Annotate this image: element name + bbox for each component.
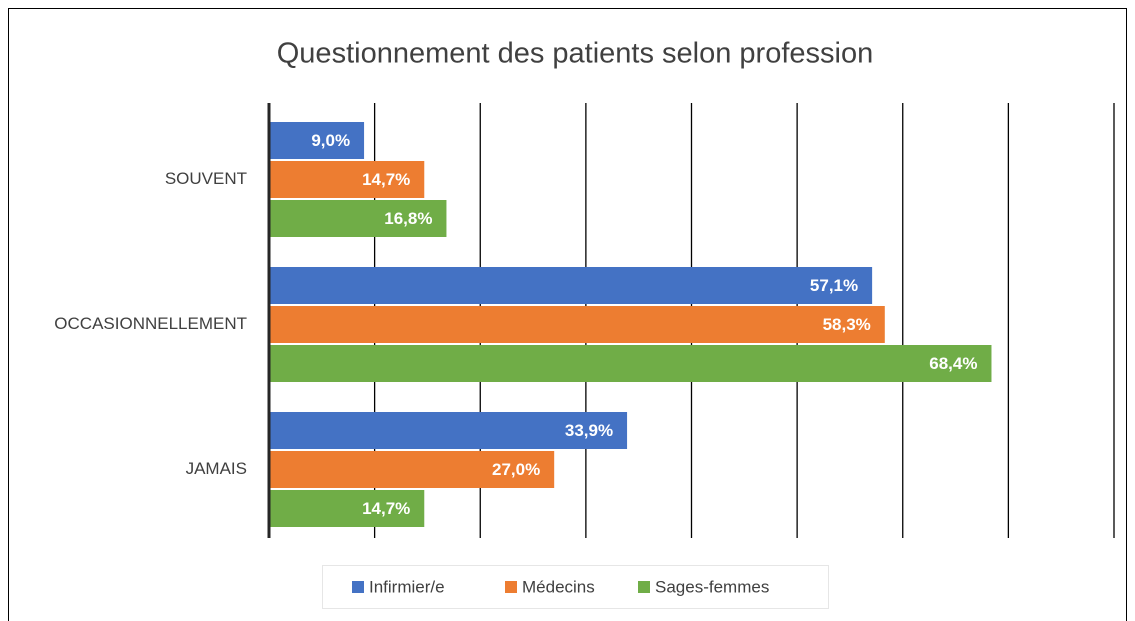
legend-label: Médecins: [522, 577, 595, 596]
bar: [269, 451, 555, 488]
value-label: 68,4%: [929, 354, 977, 373]
y-tick-label: OCCASIONNELLEMENT: [54, 314, 247, 333]
value-label: 16,8%: [384, 209, 432, 228]
legend-label: Sages-femmes: [655, 577, 769, 596]
value-label: 9,0%: [311, 131, 350, 150]
legend-label: Infirmier/e: [369, 577, 445, 596]
value-label: 58,3%: [823, 315, 871, 334]
y-tick-label: SOUVENT: [165, 169, 247, 188]
bar: [269, 122, 365, 159]
bar: [269, 200, 447, 237]
value-label: 14,7%: [362, 499, 410, 518]
value-label: 14,7%: [362, 170, 410, 189]
bar: [269, 306, 885, 343]
bar: [269, 267, 873, 304]
value-label: 33,9%: [565, 421, 613, 440]
bar: [269, 161, 425, 198]
bar: [269, 345, 992, 382]
value-label: 27,0%: [492, 460, 540, 479]
value-label: 57,1%: [810, 276, 858, 295]
bar: [269, 490, 425, 527]
bar: [269, 412, 628, 449]
legend-swatch: [352, 581, 364, 593]
chart-title: Questionnement des patients selon profes…: [277, 38, 873, 70]
y-tick-label: JAMAIS: [186, 459, 247, 478]
legend-swatch: [505, 581, 517, 593]
legend-box: [322, 565, 829, 609]
legend-swatch: [638, 581, 650, 593]
